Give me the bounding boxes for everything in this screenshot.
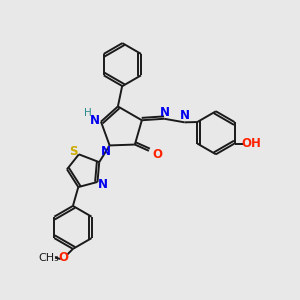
Text: S: S xyxy=(69,145,78,158)
Text: N: N xyxy=(89,114,99,127)
Text: CH₃: CH₃ xyxy=(39,254,59,263)
Text: O: O xyxy=(152,148,162,160)
Text: N: N xyxy=(180,109,190,122)
Text: N: N xyxy=(160,106,170,119)
Text: N: N xyxy=(101,145,111,158)
Text: H: H xyxy=(84,108,92,118)
Text: O: O xyxy=(58,251,68,264)
Text: OH: OH xyxy=(241,137,261,150)
Text: N: N xyxy=(98,178,108,191)
